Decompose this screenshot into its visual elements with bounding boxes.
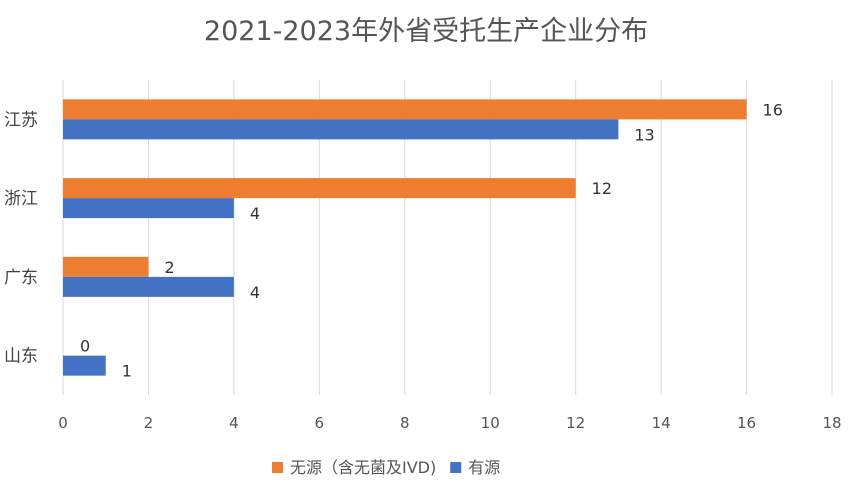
data-label: 4	[250, 283, 260, 302]
legend-label: 无源（含无菌及IVD)	[290, 458, 436, 477]
chart-title: 2021-2023年外省受托生产企业分布	[204, 16, 648, 47]
data-label: 16	[763, 100, 783, 119]
bar	[63, 276, 234, 297]
data-label: 2	[164, 258, 174, 277]
data-label: 13	[634, 125, 654, 144]
data-label: 12	[592, 179, 612, 198]
x-tick-label: 18	[822, 414, 841, 432]
y-category-label: 山东	[4, 347, 38, 367]
x-tick-label: 8	[400, 414, 410, 432]
bar	[63, 99, 747, 120]
data-label: 0	[80, 337, 90, 356]
data-label: 1	[122, 362, 132, 381]
bar	[63, 178, 576, 199]
data-label: 4	[250, 204, 260, 223]
y-category-label: 江苏	[4, 110, 38, 130]
legend-swatch	[450, 462, 462, 473]
x-tick-label: 6	[315, 414, 325, 432]
bar	[63, 198, 234, 219]
bar	[63, 355, 106, 376]
legend-label: 有源	[468, 458, 500, 477]
legend-swatch	[272, 462, 283, 473]
x-tick-label: 0	[58, 414, 68, 432]
bar	[63, 256, 149, 277]
x-tick-label: 14	[652, 414, 671, 432]
x-tick-label: 10	[481, 414, 500, 432]
y-category-label: 广东	[4, 268, 38, 288]
x-tick-label: 4	[229, 414, 239, 432]
x-tick-label: 12	[566, 414, 585, 432]
y-category-label: 浙江	[4, 189, 38, 209]
x-tick-label: 16	[737, 414, 756, 432]
bar	[63, 119, 619, 140]
x-tick-label: 2	[144, 414, 154, 432]
